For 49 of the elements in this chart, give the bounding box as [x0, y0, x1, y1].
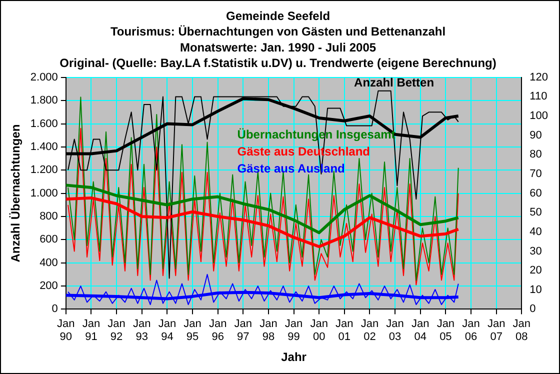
y-tick-label: 600 [40, 234, 58, 246]
x-tick-label: Jan 93 [133, 318, 151, 344]
chart-title: Gemeinde Seefeld [226, 9, 330, 24]
y-tick-label: 1.000 [30, 187, 58, 200]
x-tick-label: Jan 91 [82, 318, 100, 344]
x-tick-label: Jan 94 [158, 318, 176, 344]
x-tick-label: Jan 03 [386, 318, 404, 344]
x-tick-label: Jan 04 [412, 318, 430, 344]
y2-tick-label: 80 [530, 148, 542, 161]
x-tick-label: Jan 92 [108, 318, 126, 344]
y-tick-label: 400 [40, 256, 58, 269]
y-tick-label: 200 [40, 280, 58, 292]
y2-tick-label: 20 [530, 264, 542, 277]
x-tick-label: Jan 99 [284, 318, 303, 344]
y2-tick-label: 110 [530, 90, 548, 103]
text: Original- (Quelle: Bay.LA f.Statistik u.DV) u. Trendwerte (eigene Berechnung) [60, 56, 496, 70]
x-tick-label: Jan 90 [57, 318, 75, 344]
y-axis-title: Anzahl Übernachtungen [8, 124, 23, 262]
y-tick-label: 1.400 [30, 140, 58, 153]
chart-subtitle: Tourismus: Übernachtungen von Gästen und Bettenanzahl [110, 24, 446, 39]
y-tick-label: 800 [40, 210, 58, 223]
x-axis-title: Jahr [281, 350, 307, 364]
y-tick-label: 1.600 [30, 118, 58, 130]
x-tick-label: Jan 02 [360, 318, 379, 344]
y2-tick-label: 100 [530, 110, 548, 122]
y-tick-label: 0 [52, 303, 58, 316]
y-tick-label: 1.800 [30, 94, 58, 107]
x-tick-label: Jan 05 [436, 318, 455, 344]
x-tick-label: Jan 06 [462, 318, 480, 344]
text: Monatswerte: Jan. 1990 - Juli 2005 [180, 40, 376, 54]
x-tick-label: Jan 08 [512, 318, 531, 344]
y2-tick-label: 0 [530, 303, 536, 316]
x-tick-label: Jan 97 [234, 318, 252, 344]
y2-tick-label: 30 [530, 245, 542, 258]
x-tick-label: Jan 96 [208, 318, 227, 344]
x-tick-label: Jan 01 [336, 318, 354, 344]
y-tick-label: 2.000 [30, 71, 58, 84]
y2-tick-label: 90 [530, 129, 542, 142]
y2-tick-label: 60 [530, 187, 542, 200]
y2-tick-label: 10 [530, 284, 542, 296]
y2-tick-label: 120 [530, 71, 548, 84]
y2-tick-label: 40 [530, 226, 542, 238]
y2-tick-label: 50 [530, 206, 542, 219]
x-tick-label: Jan 00 [310, 318, 328, 344]
x-tick-label: Jan 95 [184, 318, 202, 344]
y2-tick-label: 70 [530, 168, 542, 180]
y-tick-label: 1.200 [30, 164, 58, 176]
x-tick-label: Jan 98 [260, 318, 278, 344]
x-tick-label: Jan 07 [487, 318, 506, 344]
